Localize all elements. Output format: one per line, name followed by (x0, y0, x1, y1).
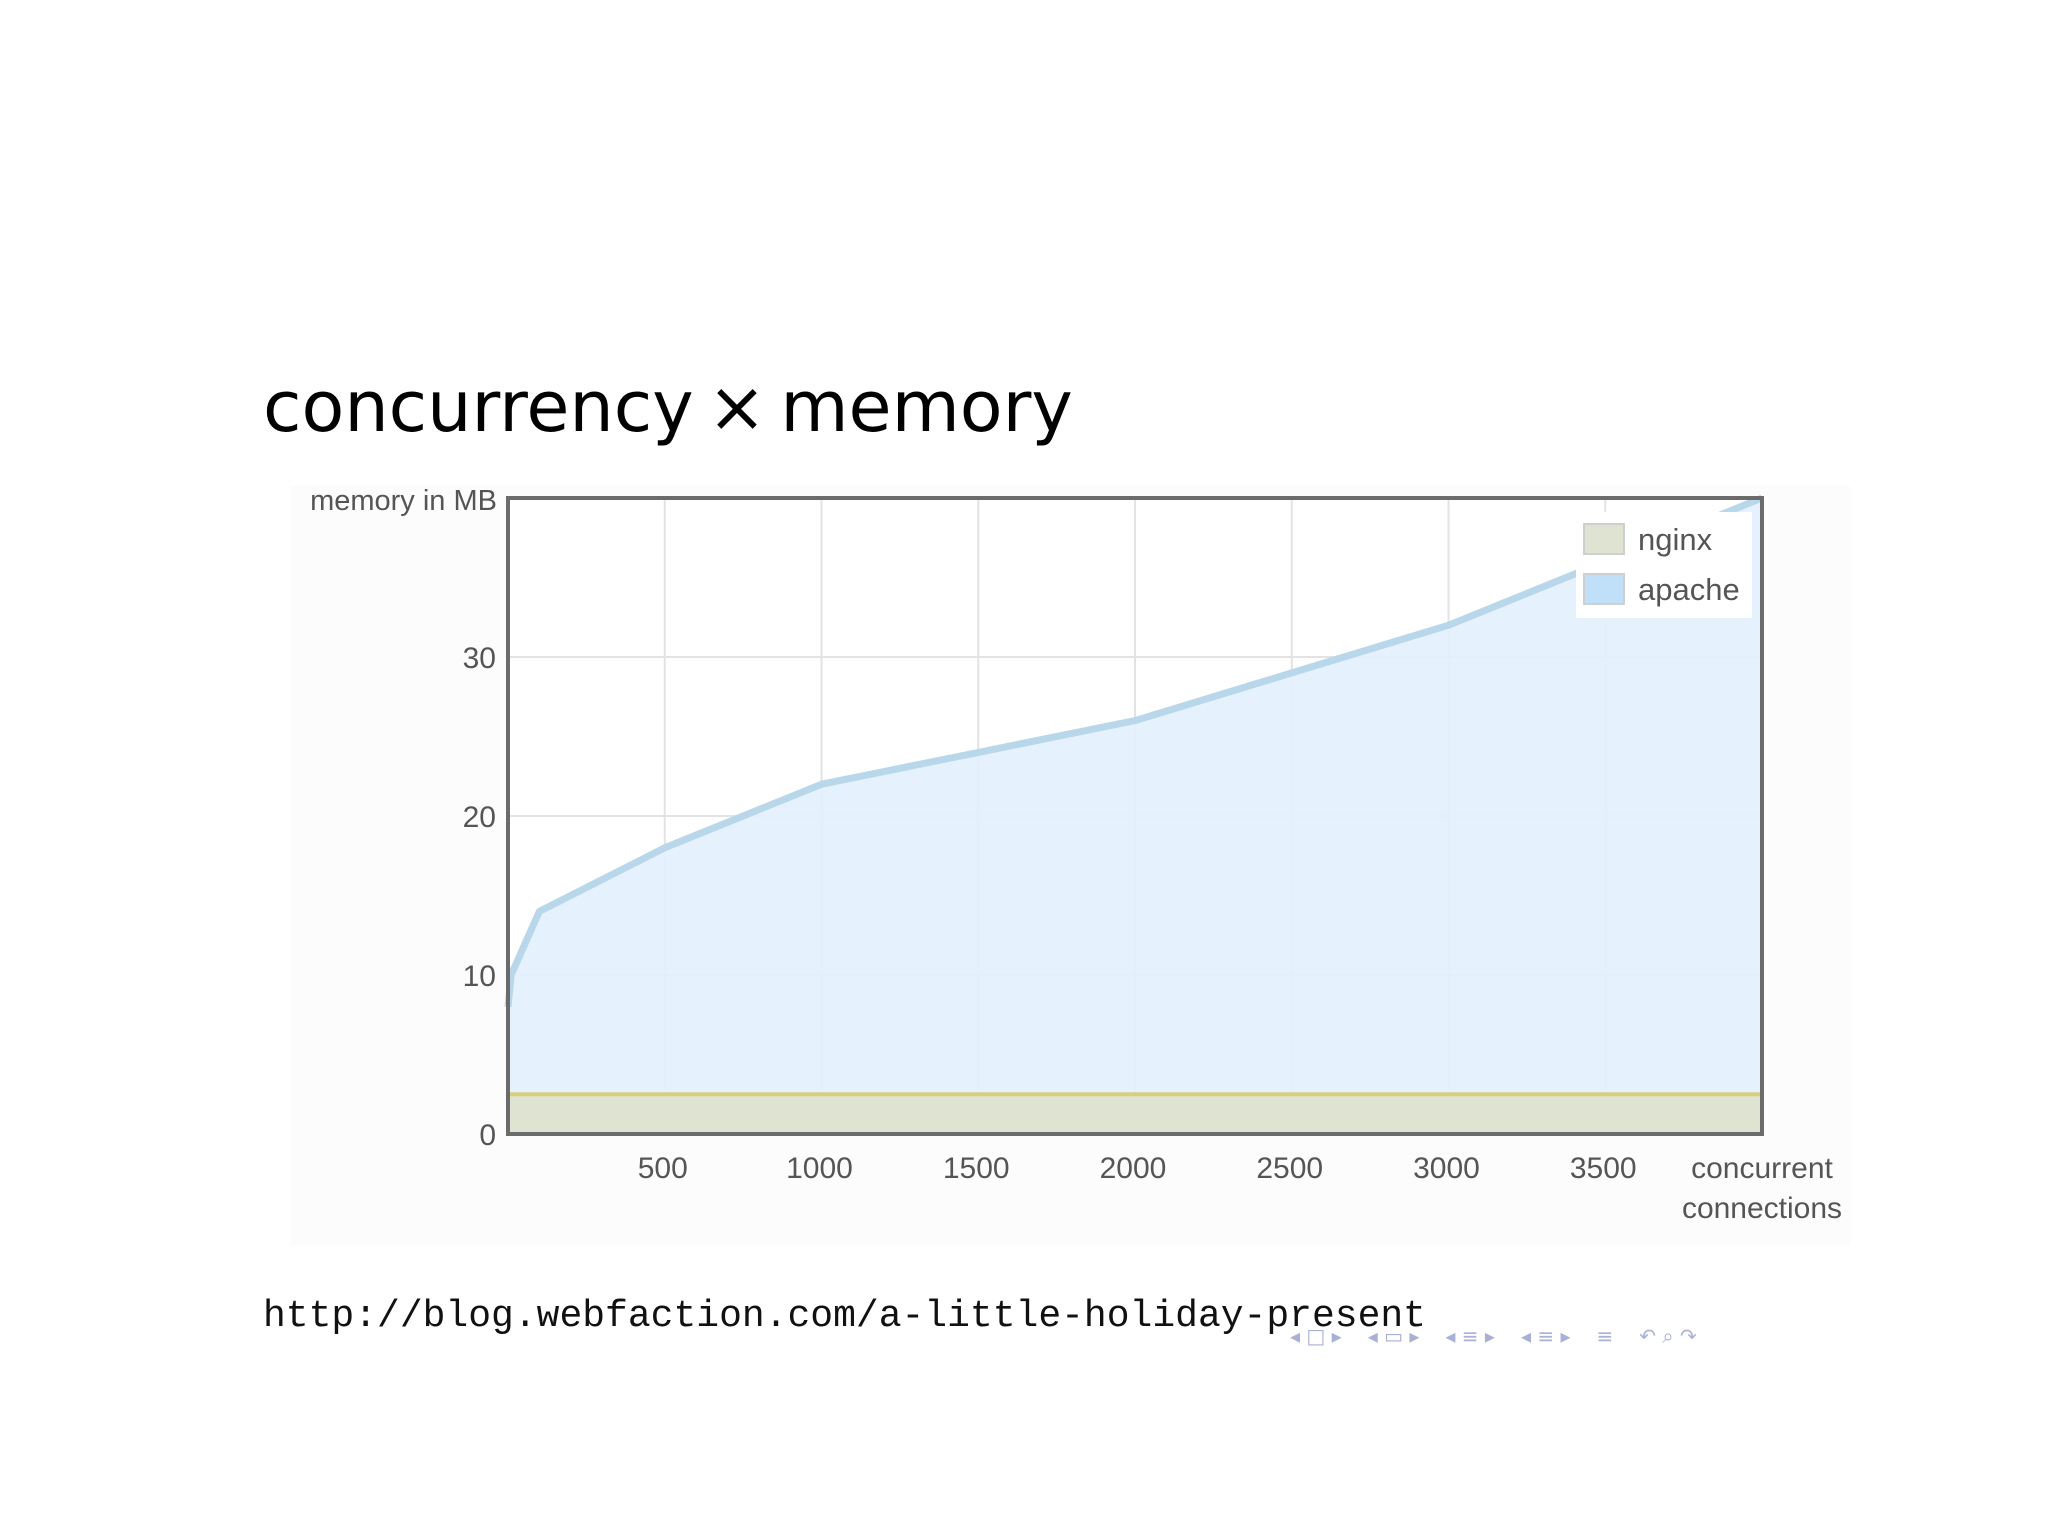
slide-title-right: memory (780, 366, 1073, 448)
x-tick-label: 1500 (943, 1152, 1010, 1185)
prev-section-icon[interactable]: ◂ ▭ ▸ (1367, 1324, 1420, 1348)
times-symbol: × (707, 366, 767, 448)
x-tick-label: 500 (638, 1152, 688, 1185)
series-area-apache (508, 498, 1762, 1134)
legend-swatch-nginx (1583, 523, 1625, 555)
legend-swatch-apache (1583, 573, 1625, 605)
x-tick-label: 2000 (1100, 1152, 1167, 1185)
x-tick-label: 1000 (786, 1152, 853, 1185)
y-axis-label: memory in MB (310, 485, 497, 517)
memory-chart: 0 10 20 30 500 1000 1500 2000 2500 3000 3500 memory… (310, 485, 1843, 1225)
y-tick-label: 10 (463, 960, 496, 993)
plot-frame (506, 496, 1764, 1136)
series-line-apache (504, 494, 1764, 1008)
next-subsection-icon[interactable]: ◂ ≡ ▸ (1520, 1324, 1571, 1348)
beamer-navigation: ◂ □ ▸ ◂ ▭ ▸ ◂ ≡ ▸ ◂ ≡ ▸ ≡ ↶ ⌕ ↷ (1290, 1326, 1697, 1346)
legend-label-apache: apache (1638, 572, 1740, 607)
outline-icon[interactable]: ≡ (1596, 1324, 1614, 1348)
x-tick-label: 2500 (1256, 1152, 1323, 1185)
source-url[interactable]: http://blog.webfaction.com/a-little-holi… (263, 1295, 1426, 1338)
x-tick-label: 3000 (1413, 1152, 1480, 1185)
y-tick-label: 0 (479, 1119, 496, 1152)
y-tick-label: 30 (463, 642, 496, 675)
prev-subsection-icon[interactable]: ◂ ≡ ▸ (1445, 1324, 1495, 1348)
x-tick-label: 3500 (1570, 1152, 1637, 1185)
y-tick-label: 20 (463, 801, 496, 834)
back-search-forward-icon[interactable]: ↶ ⌕ ↷ (1639, 1324, 1697, 1348)
legend-label-nginx: nginx (1638, 522, 1713, 557)
x-axis-label-line: concurrent (1691, 1152, 1833, 1185)
slide-title: concurrency × memory (263, 372, 1073, 442)
series-area-nginx (508, 1094, 1762, 1134)
first-frame-icon[interactable]: ◂ □ ▸ (1290, 1324, 1342, 1348)
slide-title-left: concurrency (263, 366, 694, 448)
x-axis-label-line: connections (1682, 1192, 1842, 1225)
